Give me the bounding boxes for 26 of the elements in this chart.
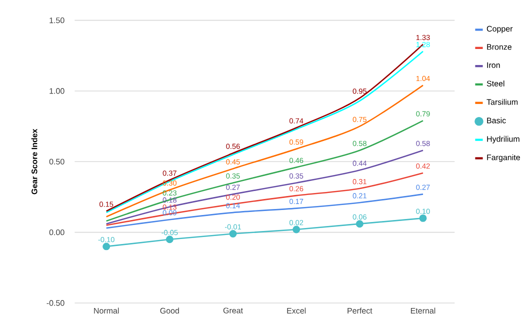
point	[419, 214, 427, 222]
x-tick-label: Eternal	[410, 308, 436, 314]
legend-label: Iron	[487, 62, 500, 68]
y-tick-label: 0.50	[49, 158, 64, 164]
x-tick-label: Excel	[287, 308, 306, 314]
point	[166, 236, 174, 244]
legend-label: Farganite	[487, 154, 520, 162]
point	[356, 220, 364, 228]
point	[102, 242, 110, 250]
legend-label: Hydrilium	[487, 136, 520, 144]
y-tick-label: 0.00	[49, 229, 64, 236]
legend-label: Tarsilium	[486, 98, 518, 105]
x-tick-label: Good	[160, 308, 179, 314]
legend-label: Bronze	[487, 44, 512, 50]
x-tick-label: Normal	[94, 308, 119, 314]
legend-label: Steel	[486, 80, 504, 86]
point	[229, 230, 237, 238]
y-tick-label: -0.50	[46, 300, 64, 306]
point	[292, 226, 300, 234]
y-tick-label: 1.00	[50, 88, 64, 94]
x-tick-label: Great	[223, 308, 243, 314]
legend-label: Basic	[487, 117, 506, 124]
x-tick-label: Perfect	[348, 308, 372, 314]
y-tick-label: 1.50	[50, 17, 64, 24]
y-axis-title: Gear Score Index	[31, 128, 38, 194]
legend-label: Copper	[486, 26, 513, 34]
